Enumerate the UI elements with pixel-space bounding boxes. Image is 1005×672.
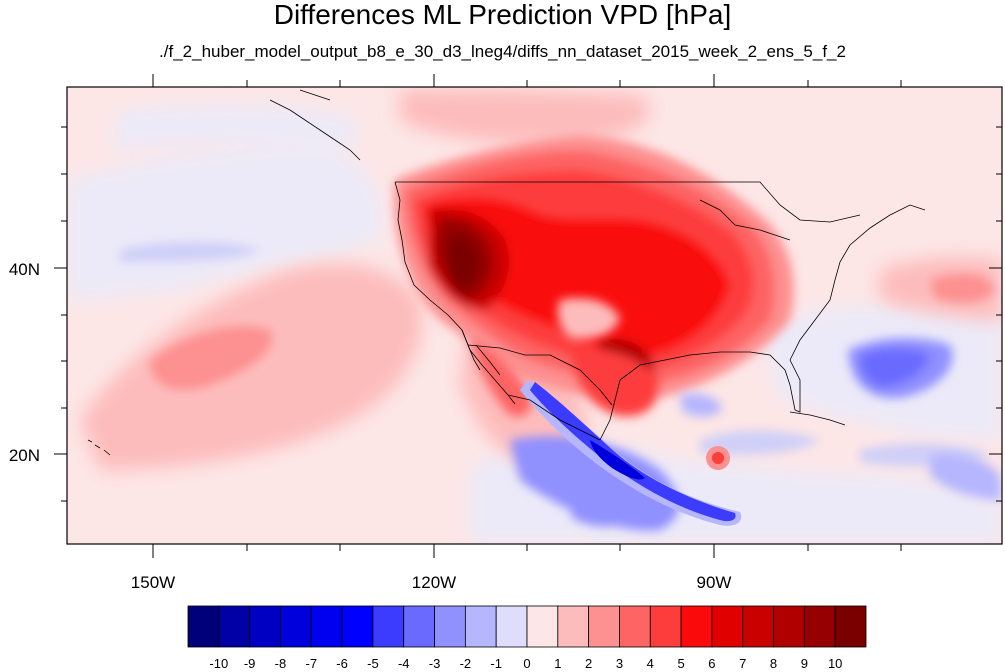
colorbar-swatch [619,605,651,648]
colorbar-label: -5 [367,656,379,671]
colorbar-labels: -10 -9 -8 -7 -6 -5 -4 -3 -2 -1 0 1 2 3 4 5 6 7 8 9 10 [209,656,842,671]
colorbar-label: 0 [523,656,530,671]
colorbar-label: -4 [398,656,410,671]
lon-tick-label: 90W [697,573,732,592]
colorbar-label: 10 [828,656,842,671]
colorbar-swatch [649,605,682,648]
colorbar-swatch [310,605,343,648]
colorbar-label: 9 [801,656,808,671]
colorbar-swatch [464,605,497,648]
colorbar-label: 1 [554,656,561,671]
colorbar-swatch [557,605,590,648]
lat-tick-label: 20N [9,446,40,465]
colorbar-label: 5 [677,656,684,671]
colorbar-swatch [834,605,867,648]
colorbar-swatch [803,605,836,648]
colorbar-label: 4 [647,656,654,671]
colorbar [187,605,867,648]
colorbar-swatch [526,605,559,648]
colorbar-label: -1 [490,656,502,671]
colorbar-label: 8 [770,656,777,671]
colorbar-label: 2 [585,656,592,671]
lon-tick-label: 150W [131,573,175,592]
colorbar-label: -2 [460,656,472,671]
colorbar-label: 7 [739,656,746,671]
map-subtitle: ./f_2_huber_model_output_b8_e_30_d3_lneg… [159,42,846,61]
colorbar-swatch [372,605,405,648]
colorbar-swatch [434,605,466,648]
colorbar-swatch [680,605,713,648]
coastlines [87,89,926,456]
colorbar-swatch [187,605,220,648]
colorbar-label: -9 [244,656,256,671]
field-layer [67,87,1002,544]
colorbar-swatch [218,605,251,648]
colorbar-label: -3 [429,656,441,671]
colorbar-label: 6 [708,656,715,671]
map-frame [54,74,1003,558]
colorbar-swatch [249,605,281,648]
colorbar-label: -10 [209,656,228,671]
colorbar-swatch [403,605,435,648]
colorbar-swatch [711,605,744,648]
colorbar-swatch [773,605,805,648]
lon-tick-label: 120W [412,573,456,592]
colorbar-label: -6 [336,656,348,671]
colorbar-label: 3 [616,656,623,671]
colorbar-swatch [280,605,312,648]
map-title: Differences ML Prediction VPD [hPa] [273,0,732,30]
colorbar-swatch [341,605,374,648]
colorbar-swatch [495,605,528,648]
colorbar-label: -8 [275,656,287,671]
colorbar-swatch [588,605,620,648]
colorbar-label: -7 [305,656,317,671]
colorbar-swatch [742,605,774,648]
lat-tick-label: 40N [9,260,40,279]
